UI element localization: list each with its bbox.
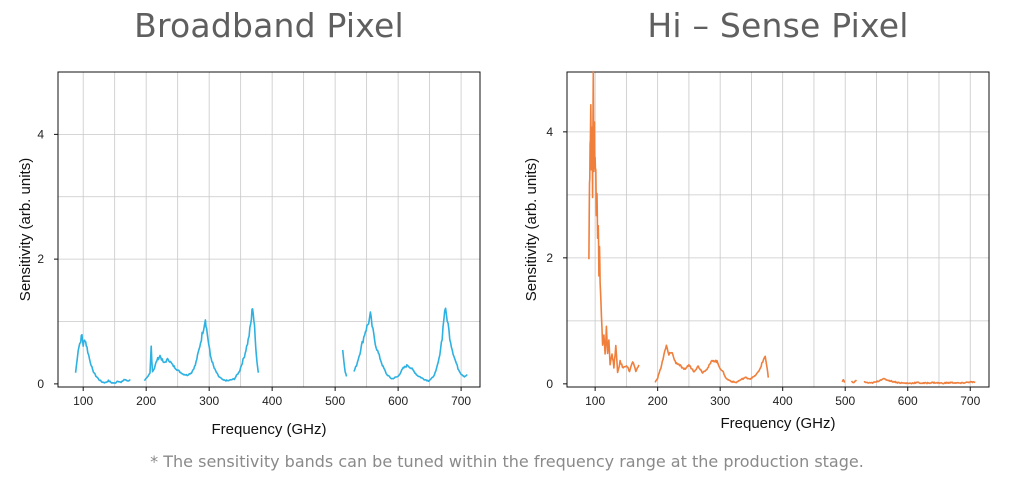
series-segment-4 xyxy=(863,377,976,385)
x-tick-label: 200 xyxy=(648,394,668,408)
series-segment-2 xyxy=(841,378,846,383)
chart-broadband: 100 200 300 400 500 600 700 0 2 4 Frequency (GHz) S… xyxy=(17,71,481,438)
series-segment-3 xyxy=(850,379,858,384)
x-tick-label: 400 xyxy=(262,394,282,408)
x-tick-label: 500 xyxy=(835,394,855,408)
y-axis-label: Sensitivity (arb. units) xyxy=(17,158,34,301)
y-tick-label: 2 xyxy=(37,252,44,266)
series-segment-1 xyxy=(143,308,260,382)
x-tick-label: 600 xyxy=(898,394,918,408)
chart-hi-sense: 100 200 300 400 500 600 700 0 2 4 Frequency (GHz) S… xyxy=(523,70,990,432)
chart-title-hi-sense: Hi – Sense Pixel xyxy=(647,6,909,45)
y-tick-label: 0 xyxy=(37,377,44,391)
chart-title-broadband: Broadband Pixel xyxy=(134,6,404,45)
series-segment-0 xyxy=(588,70,640,374)
x-tick-label: 600 xyxy=(388,394,408,408)
plot-frame xyxy=(57,71,481,388)
x-tick-label: 300 xyxy=(199,394,219,408)
series-segment-3 xyxy=(353,307,468,383)
x-tick-label: 100 xyxy=(585,394,605,408)
plot-frame xyxy=(566,71,990,388)
series-segment-0 xyxy=(74,333,131,384)
y-tick-label: 0 xyxy=(546,377,553,391)
footnote: * The sensitivity bands can be tuned wit… xyxy=(150,452,864,471)
y-tick-label: 4 xyxy=(37,127,44,141)
x-tick-label: 500 xyxy=(325,394,345,408)
x-tick-label: 200 xyxy=(136,394,156,408)
x-tick-label: 700 xyxy=(451,394,471,408)
y-tick-label: 2 xyxy=(546,251,553,265)
series-segment-2 xyxy=(341,349,348,377)
x-axis-label: Frequency (GHz) xyxy=(720,415,835,432)
x-axis-label: Frequency (GHz) xyxy=(211,421,326,438)
y-tick-label: 4 xyxy=(546,125,553,139)
x-tick-label: 700 xyxy=(960,394,980,408)
x-tick-label: 400 xyxy=(773,394,793,408)
x-tick-label: 300 xyxy=(710,394,730,408)
y-axis-label: Sensitivity (arb. units) xyxy=(523,158,540,301)
x-tick-label: 100 xyxy=(73,394,93,408)
series-segment-1 xyxy=(654,344,770,384)
